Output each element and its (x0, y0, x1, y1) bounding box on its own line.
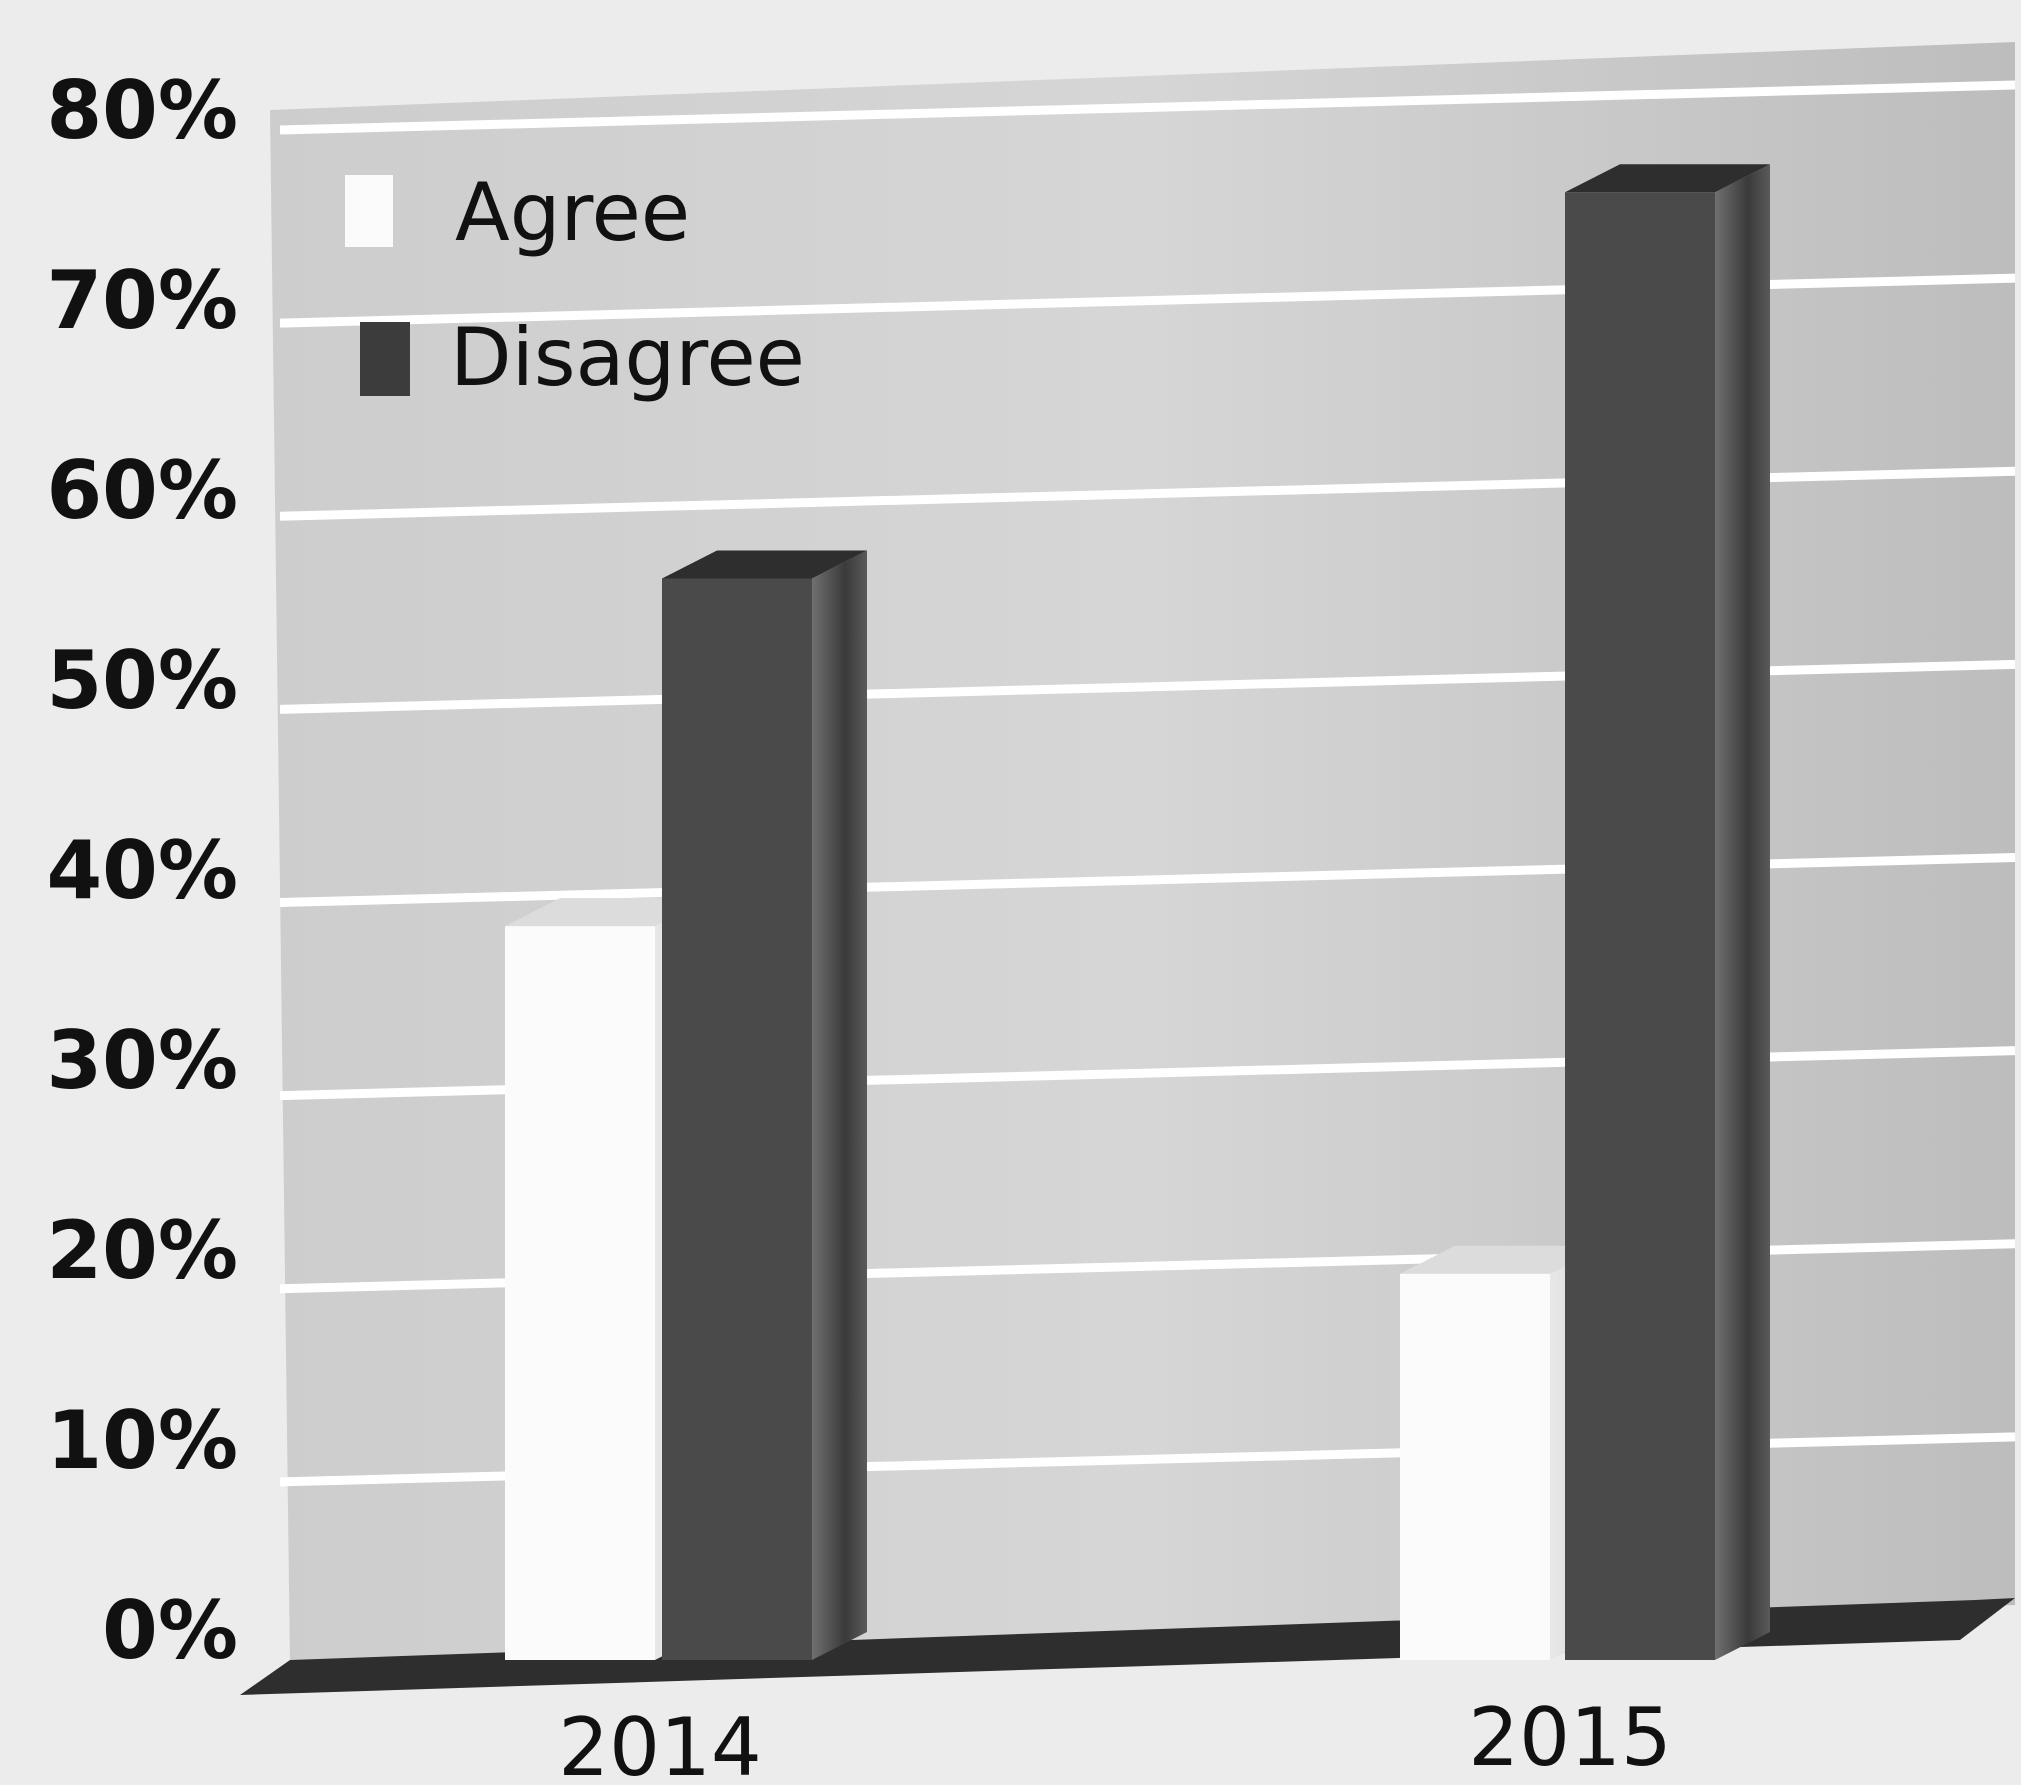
y-tick-label: 70% (47, 254, 238, 347)
y-tick-label: 20% (47, 1204, 238, 1297)
legend: Agree Disagree (345, 166, 805, 404)
y-tick-label: 40% (47, 824, 238, 917)
legend-swatch-disagree (360, 322, 410, 396)
y-tick-label: 80% (47, 64, 238, 157)
bars (505, 164, 1770, 1660)
y-tick-label: 30% (47, 1014, 238, 1107)
legend-swatch-agree (345, 175, 393, 247)
x-tick-label: 2014 (558, 1701, 762, 1785)
y-tick-label: 10% (47, 1394, 238, 1487)
y-tick-label: 0% (102, 1584, 238, 1677)
bar-agree-2014-top (505, 898, 710, 927)
bar-agree-2014 (505, 926, 655, 1660)
y-tick-label: 60% (47, 444, 238, 537)
gridline (279, 80, 2016, 135)
bar-disagree-2015 (1565, 192, 1715, 1660)
bar-disagree-2014 (662, 578, 812, 1660)
x-axis: 2014 2015 (558, 1691, 1672, 1785)
bar-agree-2015-top (1400, 1245, 1605, 1274)
bar-disagree-2014-side (812, 550, 867, 1660)
bar-disagree-2015-top (1565, 164, 1770, 193)
bar-disagree-2014-top (662, 550, 867, 579)
legend-label-disagree: Disagree (450, 311, 805, 404)
y-tick-label: 50% (47, 634, 238, 727)
bar-agree-2015 (1400, 1273, 1550, 1660)
y-axis: 80% 70% 60% 50% 40% 30% 20% 10% 0% (47, 64, 238, 1677)
legend-label-agree: Agree (455, 166, 690, 259)
x-tick-label: 2015 (1468, 1691, 1672, 1784)
bar-disagree-2015-side (1715, 164, 1770, 1660)
